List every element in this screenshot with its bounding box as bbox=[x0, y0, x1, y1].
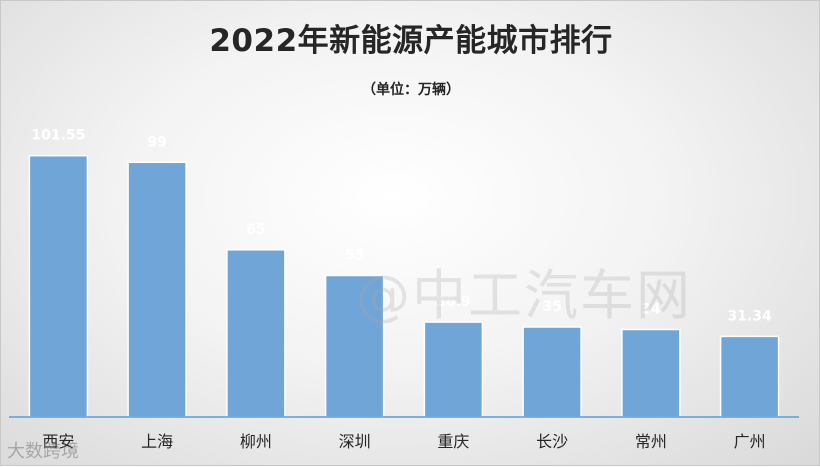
data-label-1: 101.55 bbox=[31, 128, 85, 144]
bar-2 bbox=[127, 161, 187, 418]
x-tick-labels-group: 西安 上海 柳州 深圳 重庆 长沙 常州 广州 bbox=[42, 432, 765, 451]
x-tick-label-1: 西安 bbox=[42, 432, 74, 451]
x-tick-label-7: 常州 bbox=[635, 432, 667, 451]
data-labels-group: 101.55 99 65 55 36.9 35 34 31.34 bbox=[31, 128, 772, 325]
data-label-7: 34 bbox=[641, 302, 661, 318]
chart-subtitle: （单位：万辆） bbox=[362, 82, 460, 98]
bar-5 bbox=[423, 321, 484, 418]
bars-group bbox=[28, 154, 780, 418]
bar-6 bbox=[522, 326, 582, 418]
data-label-8: 31.34 bbox=[727, 308, 772, 324]
data-label-2: 99 bbox=[147, 134, 166, 150]
chart-title: 2022年新能源产能城市排行 bbox=[209, 23, 613, 59]
x-tick-label-6: 长沙 bbox=[536, 432, 568, 451]
x-tick-label-8: 广州 bbox=[734, 432, 766, 451]
bar-7 bbox=[621, 328, 681, 418]
watermark-text: @中工汽车网 bbox=[356, 264, 692, 327]
data-label-6: 35 bbox=[542, 299, 561, 315]
x-tick-label-4: 深圳 bbox=[339, 432, 371, 451]
logo-watermark: 大数跨境 bbox=[7, 441, 79, 462]
data-label-5: 36.9 bbox=[436, 294, 471, 310]
bar-1 bbox=[28, 154, 89, 418]
x-tick-label-5: 重庆 bbox=[437, 432, 469, 451]
x-tick-label-2: 上海 bbox=[141, 432, 173, 451]
data-label-4: 55 bbox=[345, 248, 364, 264]
bar-3 bbox=[226, 249, 286, 418]
x-tick-label-3: 柳州 bbox=[240, 432, 272, 451]
data-label-3: 65 bbox=[246, 222, 265, 238]
bar-8 bbox=[719, 335, 780, 418]
